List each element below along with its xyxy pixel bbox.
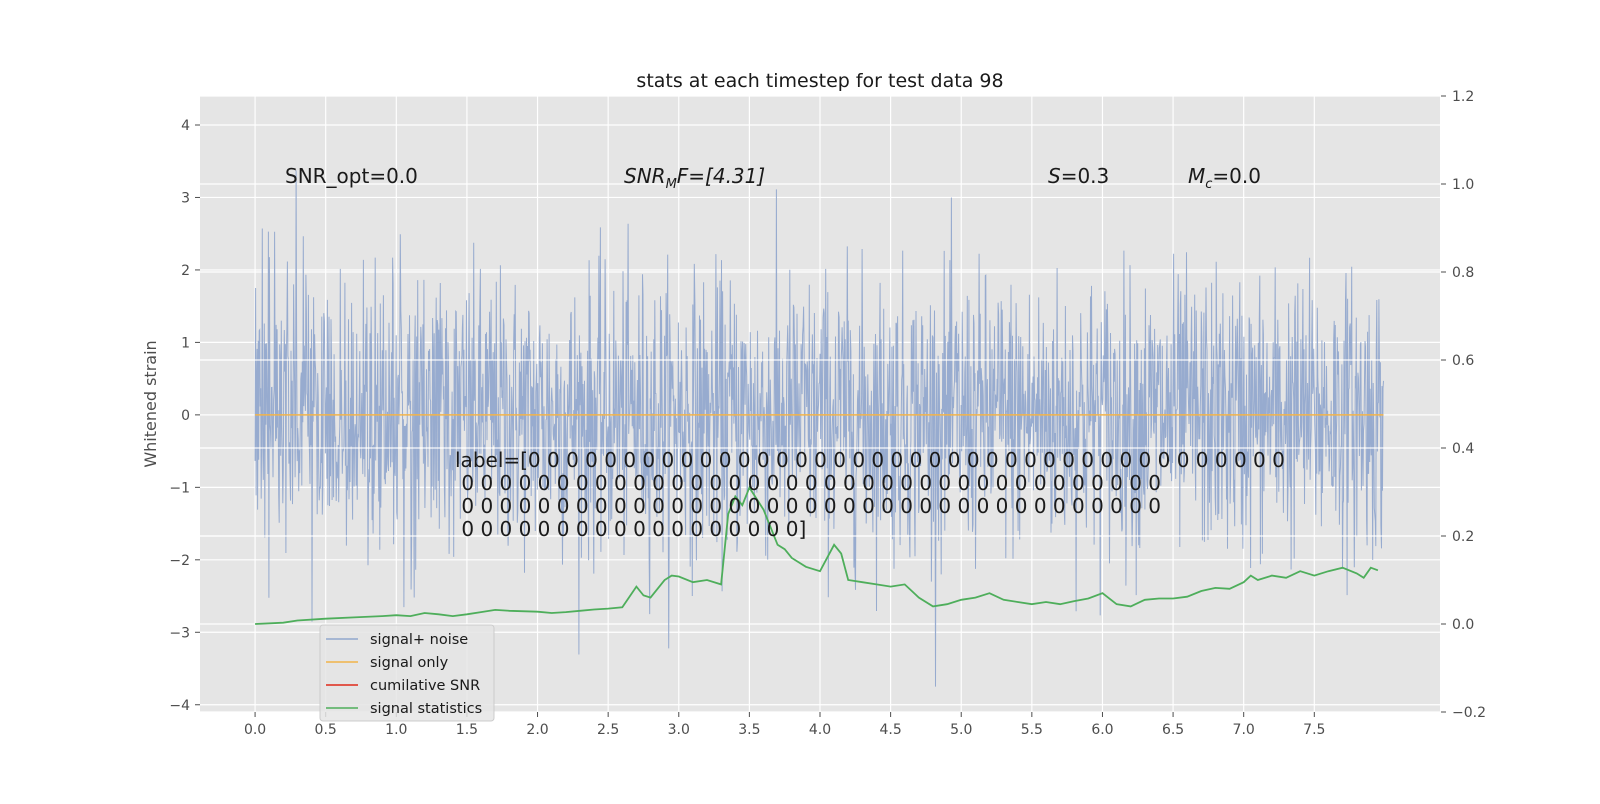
series-layer — [200, 359, 1440, 625]
x-tick-label: 4.5 — [879, 722, 901, 738]
annotation-label-line-3: 0 0 0 0 0 0 0 0 0 0 0 0 0 0 0 0 0 0 0 0 … — [455, 494, 1161, 518]
y-tick-label: 2 — [181, 263, 190, 279]
legend: signal+ noise signal only cumilative SNR… — [319, 624, 495, 722]
x-tick-label: 2.5 — [597, 722, 619, 738]
annotation-snr-opt: SNR_opt=0.0 — [285, 164, 418, 188]
x-tick-label: 3.5 — [738, 722, 760, 738]
y-tick-label: 3 — [181, 190, 190, 206]
y-tick-label: −2 — [169, 553, 190, 569]
y-tick-label: −4 — [169, 698, 190, 714]
x-tick-label: 7.5 — [1303, 722, 1325, 738]
annotation-mc-sub: c — [1205, 177, 1212, 192]
legend-label-cumilative-snr: cumilative SNR — [370, 678, 480, 694]
x-tick-label: 5.0 — [950, 722, 972, 738]
series-signal-noise-line — [254, 170, 1384, 687]
axes-ticks: 0.0 0.5 1.0 1.5 2.0 2.5 3.0 3.5 4.0 4.5 5.0 5.5 6.0 6… — [169, 89, 1486, 738]
annotation-snr-mf-sub: M — [666, 177, 677, 192]
annotation-snr-mf-rest-text: F=[4.31] — [677, 164, 765, 188]
legend-label-signal-statistics: signal statistics — [370, 701, 482, 717]
chart-title: stats at each timestep for test data 98 — [636, 70, 1003, 92]
y2-tick-label: 0.6 — [1452, 353, 1474, 369]
x-tick-label: 3.0 — [668, 722, 690, 738]
noise-series-layer — [254, 170, 1384, 687]
x-tick-label: 7.0 — [1233, 722, 1255, 738]
x-tick-label: 6.5 — [1162, 722, 1184, 738]
annotation-snr-mf-rest: F=[4.31] — [677, 164, 765, 188]
y2-tick-label: −0.2 — [1452, 705, 1486, 721]
annotation-mc-main: M — [1188, 164, 1205, 188]
x-tick-label: 0.5 — [315, 722, 337, 738]
annotation-mc: Mc=0.0 — [1188, 164, 1261, 192]
annotation-label-line-1: label=[0 0 0 0 0 0 0 0 0 0 0 0 0 0 0 0 0… — [455, 448, 1285, 472]
y-tick-label: 0 — [181, 408, 190, 424]
series-signal-statistics-line — [255, 485, 1379, 625]
y2-tick-label: 1.0 — [1452, 177, 1474, 193]
y-axis-label: Whitened strain — [141, 340, 160, 467]
x-tick-label: 4.0 — [809, 722, 831, 738]
x-tick-label: 6.0 — [1091, 722, 1113, 738]
annotation-s-rest: =0.3 — [1061, 164, 1110, 188]
x-tick-label: 2.0 — [526, 722, 548, 738]
legend-label-signal-only: signal only — [370, 655, 449, 671]
annotation-snr-mf: SNRMF=[4.31] — [624, 164, 765, 192]
y2-tick-label: 0.2 — [1452, 529, 1474, 545]
annotation-s-italic: S — [1048, 164, 1061, 188]
annotation-mc-rest: =0.0 — [1212, 164, 1261, 188]
y-tick-label: 4 — [181, 118, 190, 134]
x-tick-label: 0.0 — [244, 722, 266, 738]
x-tick-label: 1.0 — [385, 722, 407, 738]
y2-tick-label: 0.4 — [1452, 441, 1474, 457]
legend-label-signal-noise: signal+ noise — [370, 632, 468, 648]
y-tick-label: −3 — [169, 625, 190, 641]
y-tick-label: −1 — [169, 480, 190, 496]
legend-box — [319, 624, 495, 722]
y-tick-label: 1 — [181, 335, 190, 351]
x-tick-label: 1.5 — [456, 722, 478, 738]
annotation-label-line-2: 0 0 0 0 0 0 0 0 0 0 0 0 0 0 0 0 0 0 0 0 … — [455, 471, 1161, 495]
y2-tick-label: 0.0 — [1452, 617, 1474, 633]
annotation-label-line-4: 0 0 0 0 0 0 0 0 0 0 0 0 0 0 0 0 0 0] — [455, 517, 806, 541]
y2-tick-label: 0.8 — [1452, 265, 1474, 281]
x-tick-label: 5.5 — [1021, 722, 1043, 738]
annotation-label-block: label=[0 0 0 0 0 0 0 0 0 0 0 0 0 0 0 0 0… — [455, 448, 1285, 541]
annotation-snr-mf-main: SNR — [624, 164, 666, 188]
y2-tick-label: 1.2 — [1452, 89, 1474, 105]
annotation-s: S=0.3 — [1048, 164, 1109, 188]
